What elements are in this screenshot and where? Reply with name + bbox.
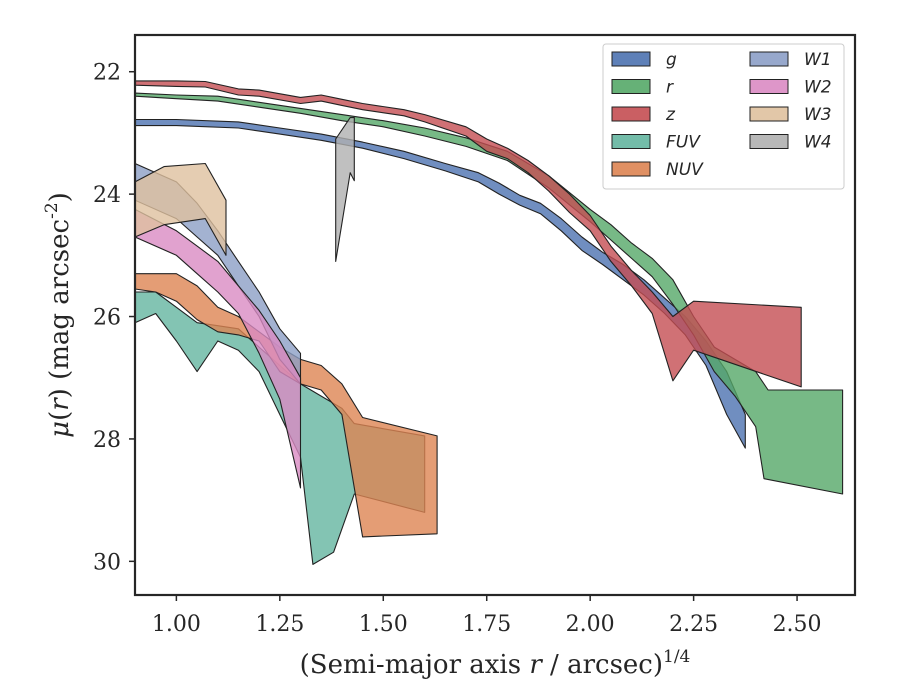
series-layer [135,80,844,565]
x-tick-label: 1.75 [462,612,511,637]
series-band-w2 [135,208,302,489]
legend-swatch-w2 [749,79,789,94]
series-band-r [135,92,844,495]
legend: grz FUV NUV W1 W2 W3 W4 [602,43,845,190]
series-band-g [135,118,746,449]
legend-label-w2: W2 [804,78,832,98]
legend-label-nuv: NUV [666,160,704,180]
legend-label-r: r [666,78,674,98]
plot-frame [133,33,857,597]
legend-swatch-g [611,51,651,67]
legend-swatch-w1 [749,51,789,67]
legend-label-fuv: FUV [666,133,701,153]
series-band-nuv [135,273,438,538]
legend-swatch-r [611,79,651,94]
x-tick-label: 2.00 [566,612,615,637]
y-tick-label: 22 [93,61,121,86]
series-band-w3 [135,162,227,256]
x-tick-label: 1.00 [152,612,201,637]
y-tick-label: 24 [93,183,121,208]
x-tick-label: 2.50 [773,612,822,637]
y-axis-label: μ(r) (mag arcsec-2) [42,192,75,438]
legend-label-w1: W1 [804,50,832,70]
legend-swatch-w3 [749,106,789,122]
x-axis-label: (Semi-major axis r / arcsec)1/4 [300,647,691,680]
legend-label-z: z [665,105,676,125]
series-band-z [135,80,802,388]
y-tick-label: 30 [93,550,121,575]
x-tick-label: 1.25 [255,612,304,637]
x-tick-label: 1.50 [359,612,408,637]
legend-label-w4: W4 [804,133,832,153]
legend-label-g: g [666,50,677,70]
x-tick-label: 2.25 [669,612,718,637]
legend-swatch-w4 [749,134,789,149]
y-tick-label: 28 [93,428,121,453]
legend-swatch-z [611,106,651,122]
legend-label-w3: W3 [804,105,832,125]
legend-swatch-fuv [611,134,651,149]
series-band-w4 [335,117,355,262]
y-tick-label: 26 [93,306,121,331]
tick-layer: 1.00 1.25 1.50 1.75 2.00 2.25 2.50 22 24 26 28 30 [93,61,822,637]
legend-swatch-nuv [611,161,651,177]
